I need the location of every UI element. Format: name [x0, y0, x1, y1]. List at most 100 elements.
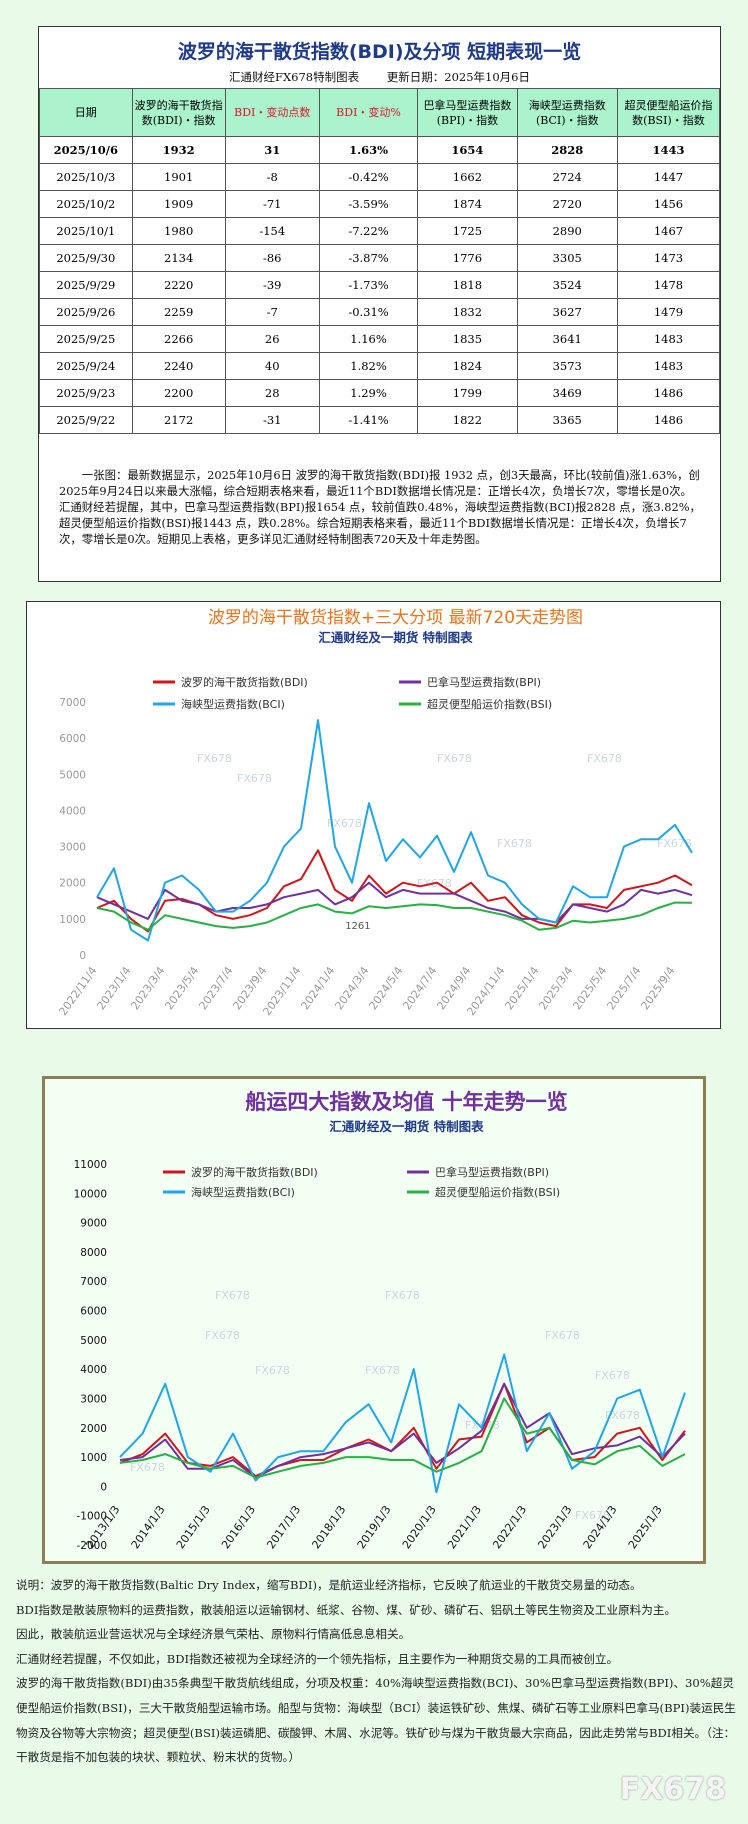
- table-cell: 3627: [516, 298, 618, 326]
- watermark: FX678: [255, 1364, 290, 1377]
- watermark: FX678: [605, 1409, 640, 1422]
- table-cell: 2025/10/1: [39, 217, 133, 245]
- table-cell: 2134: [131, 244, 226, 272]
- series-line: [119, 1397, 686, 1479]
- y-tick-label: -2000: [76, 1540, 107, 1552]
- series-line: [96, 881, 693, 924]
- page-title: 波罗的海干散货指数(BDI)及分项 短期表现一览: [177, 41, 582, 63]
- table-cell: 1980: [131, 217, 226, 245]
- table-cell: 1478: [616, 271, 721, 299]
- chart-subtitle: 汇通财经及一期货 特制图表: [329, 1119, 484, 1134]
- table-row: 2025/9/23 2200 28 1.29% 1799 3469 1486: [39, 379, 721, 407]
- watermark: FX678: [237, 772, 272, 785]
- table-cell: 1473: [616, 244, 721, 272]
- table-cell: 1799: [417, 379, 518, 407]
- legend-label: 巴拿马型运费指数(BPI): [435, 1165, 549, 1179]
- x-tick-label: 2014/1/3: [129, 1503, 168, 1551]
- y-tick-label: 0: [100, 1481, 107, 1493]
- chart-subtitle: 汇通财经及一期货 特制图表: [318, 630, 473, 645]
- watermark: FX678: [497, 837, 532, 850]
- table-cell: 2724: [516, 163, 618, 191]
- table-cell: 2025/10/6: [39, 136, 133, 164]
- table-row: 2025/9/29 2220 -39 -1.73% 1818 3524 1478: [39, 271, 721, 299]
- table-cell: 1662: [417, 163, 518, 191]
- table-cell: 40: [224, 352, 320, 380]
- watermark: FX678: [595, 1369, 630, 1382]
- table-cell: 3305: [516, 244, 618, 272]
- x-tick-label: 2017/1/3: [264, 1503, 303, 1551]
- table-cell: -1.41%: [318, 406, 419, 434]
- table-cell: 3469: [516, 379, 618, 407]
- subtitle: 汇通财经FX678特制图表: [229, 70, 360, 84]
- footer-paragraph: 因此，散装航运业营运状况与全球经济景气荣枯、原物料行情高低息息相关。: [16, 1627, 411, 1642]
- table-row: 2025/9/26 2259 -7 -0.31% 1832 3627 1479: [39, 298, 721, 326]
- table-cell: 1447: [616, 163, 721, 191]
- table-cell: 2025/9/25: [39, 325, 133, 353]
- watermark: FX678: [197, 752, 232, 765]
- table-cell: 2720: [516, 190, 618, 218]
- y-tick-label: 5000: [80, 1335, 107, 1347]
- y-tick-label: 8000: [80, 1247, 107, 1259]
- table-cell: -3.59%: [318, 190, 419, 218]
- table-cell: 2266: [131, 325, 226, 353]
- annotation: 1261: [345, 921, 370, 932]
- legend-label: 海峡型运费指数(BCI): [191, 1185, 295, 1199]
- table-cell: -0.31%: [318, 298, 419, 326]
- table-cell: 1822: [417, 406, 518, 434]
- table-row: 2025/10/2 1909 -71 -3.59% 1874 2720 1456: [39, 190, 721, 218]
- column-header: 巴拿马型运费指数(BPI)・指数: [417, 88, 518, 137]
- legend-label: 超灵便型船运价指数(BSI): [427, 697, 552, 711]
- table-cell: 3365: [516, 406, 618, 434]
- table-cell: -7.22%: [318, 217, 419, 245]
- watermark: FX678: [385, 1289, 420, 1302]
- table-cell: 1483: [616, 325, 721, 353]
- table-cell: 2828: [516, 136, 618, 164]
- table-row: 2025/10/1 1980 -154 -7.22% 1725 2890 1467: [39, 217, 721, 245]
- table-cell: 2200: [131, 379, 226, 407]
- x-tick-label: 2016/1/3: [219, 1503, 258, 1551]
- column-header: 日期: [39, 88, 133, 137]
- y-tick-label: 3000: [59, 842, 86, 854]
- table-cell: 1835: [417, 325, 518, 353]
- table-cell: 1874: [417, 190, 518, 218]
- logo: FX678: [619, 1772, 726, 1807]
- table-row: 2025/9/24 2240 40 1.82% 1824 3573 1483: [39, 352, 721, 380]
- table-cell: 1654: [417, 136, 518, 164]
- legend-label: 海峡型运费指数(BCI): [181, 697, 285, 711]
- x-tick-label: 2015/1/3: [174, 1503, 213, 1551]
- chart-title: 船运四大指数及均值 十年走势一览: [245, 1090, 567, 1114]
- table-row: 2025/9/25 2266 26 1.16% 1835 3641 1483: [39, 325, 721, 353]
- y-tick-label: 1000: [59, 914, 86, 926]
- x-tick-label: 2022/1/3: [490, 1503, 529, 1551]
- y-tick-label: 5000: [59, 769, 86, 781]
- table-cell: 1818: [417, 271, 518, 299]
- table-cell: 2025/9/26: [39, 298, 133, 326]
- y-tick-label: 10000: [74, 1188, 107, 1200]
- table-cell: -86: [224, 244, 320, 272]
- y-tick-label: 6000: [59, 733, 86, 745]
- column-header: 波罗的海干散货指数(BDI)・指数: [131, 88, 226, 137]
- summary-text: 一张图：最新数据显示，2025年10月6日 波罗的海干散货指数(BDI)报 19…: [59, 468, 701, 546]
- y-tick-label: 6000: [80, 1306, 107, 1318]
- y-tick-label: 4000: [59, 805, 86, 817]
- x-tick-label: 2023/1/3: [535, 1503, 574, 1551]
- x-tick-label: 2018/1/3: [309, 1503, 348, 1551]
- table-cell: -71: [224, 190, 320, 218]
- update-date: 更新日期：2025年10月6日: [386, 70, 530, 84]
- legend-label: 波罗的海干散货指数(BDI): [181, 675, 308, 689]
- table-cell: 3524: [516, 271, 618, 299]
- table-cell: 1456: [616, 190, 721, 218]
- table-cell: 1486: [616, 379, 721, 407]
- watermark: FX678: [575, 1509, 610, 1522]
- table-cell: 2025/9/22: [39, 406, 133, 434]
- column-header: BDI・变动%: [318, 88, 419, 137]
- x-tick-label: 2025/1/3: [626, 1503, 665, 1551]
- table-cell: 1776: [417, 244, 518, 272]
- summary-panel: 波罗的海干散货指数(BDI)及分项 短期表现一览 汇通财经FX678特制图表 更…: [38, 26, 721, 582]
- y-tick-label: 4000: [80, 1364, 107, 1376]
- table-cell: 1.16%: [318, 325, 419, 353]
- table-cell: -39: [224, 271, 320, 299]
- table-cell: 1486: [616, 406, 721, 434]
- table-cell: 2025/10/2: [39, 190, 133, 218]
